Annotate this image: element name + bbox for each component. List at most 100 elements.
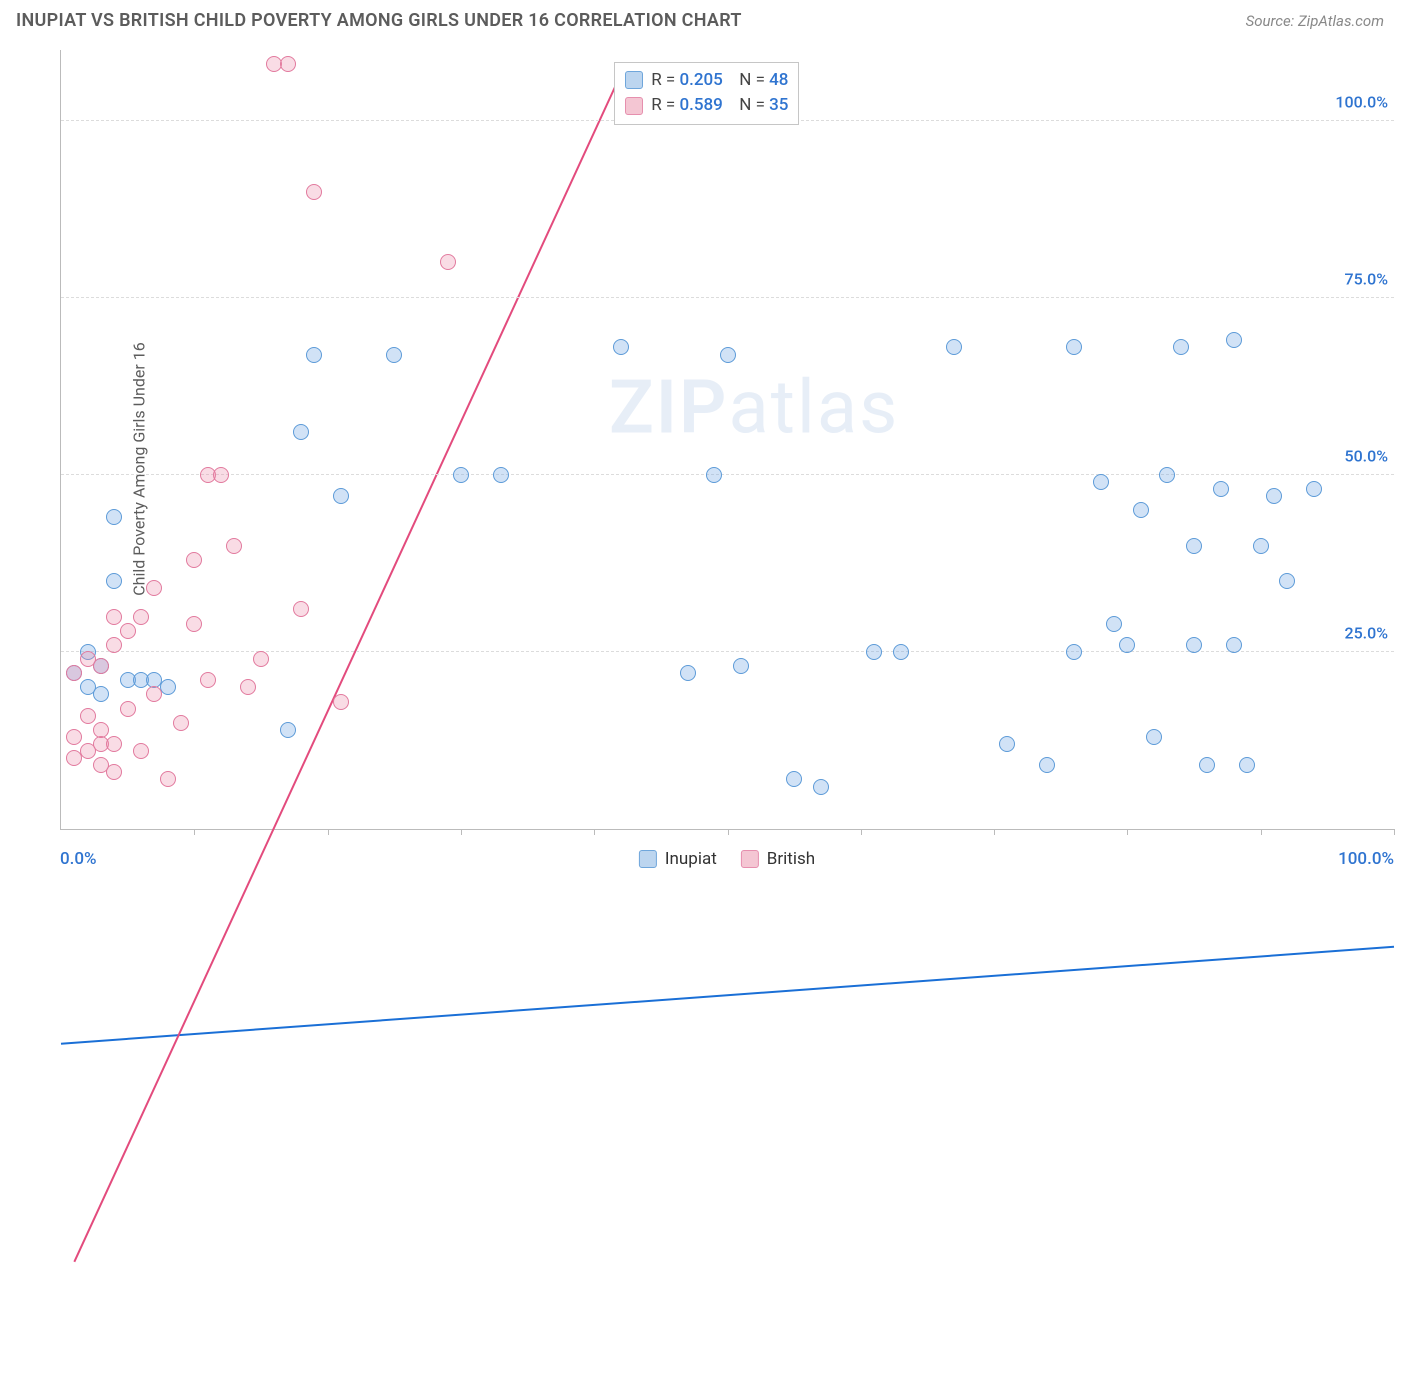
- data-point: [786, 771, 802, 787]
- data-point: [333, 694, 349, 710]
- data-point: [213, 467, 229, 483]
- source-label: Source: ZipAtlas.com: [1246, 12, 1384, 30]
- data-point: [253, 651, 269, 667]
- data-point: [1173, 339, 1189, 355]
- y-tick-label: 75.0%: [1344, 269, 1388, 288]
- data-point: [106, 637, 122, 653]
- x-tick-mark: [1127, 829, 1128, 835]
- stat-r: R = 0.205: [651, 68, 723, 94]
- stats-legend: R = 0.205 N = 48R = 0.589 N = 35: [614, 62, 799, 125]
- trend-line: [74, 74, 621, 1262]
- data-point: [106, 764, 122, 780]
- data-point: [1106, 616, 1122, 632]
- x-tick-mark: [861, 829, 862, 835]
- data-point: [813, 779, 829, 795]
- trend-line: [61, 947, 1394, 1044]
- data-point: [453, 467, 469, 483]
- data-point: [1213, 481, 1229, 497]
- data-point: [720, 347, 736, 363]
- data-point: [1226, 332, 1242, 348]
- data-point: [1039, 757, 1055, 773]
- y-tick-label: 100.0%: [1335, 92, 1388, 111]
- legend-item: Inupiat: [639, 849, 717, 869]
- data-point: [106, 736, 122, 752]
- data-point: [1066, 644, 1082, 660]
- x-tick-mark: [194, 829, 195, 835]
- data-point: [1239, 757, 1255, 773]
- data-point: [186, 616, 202, 632]
- data-point: [133, 609, 149, 625]
- data-point: [1226, 637, 1242, 653]
- data-point: [106, 573, 122, 589]
- data-point: [80, 708, 96, 724]
- legend-swatch: [625, 71, 643, 89]
- legend-swatch: [639, 850, 657, 868]
- stat-n: N = 35: [731, 93, 789, 119]
- data-point: [866, 644, 882, 660]
- data-point: [280, 56, 296, 72]
- data-point: [133, 743, 149, 759]
- data-point: [120, 701, 136, 717]
- data-point: [1146, 729, 1162, 745]
- legend-item: British: [741, 849, 815, 869]
- data-point: [200, 672, 216, 688]
- x-min-label: 0.0%: [60, 849, 97, 869]
- chart-title: INUPIAT VS BRITISH CHILD POVERTY AMONG G…: [16, 10, 742, 31]
- data-point: [146, 686, 162, 702]
- data-point: [293, 601, 309, 617]
- trend-lines: [61, 50, 1394, 1383]
- data-point: [160, 771, 176, 787]
- data-point: [1133, 502, 1149, 518]
- stats-row: R = 0.205 N = 48: [625, 68, 788, 94]
- data-point: [946, 339, 962, 355]
- data-point: [66, 665, 82, 681]
- legend-label: Inupiat: [665, 849, 717, 869]
- data-point: [173, 715, 189, 731]
- x-axis: 0.0% Inupiat British 100.0%: [60, 846, 1394, 872]
- data-point: [733, 658, 749, 674]
- data-point: [93, 686, 109, 702]
- data-point: [706, 467, 722, 483]
- data-point: [146, 580, 162, 596]
- data-point: [226, 538, 242, 554]
- x-tick-mark: [328, 829, 329, 835]
- x-max-label: 100.0%: [1338, 849, 1394, 869]
- legend-label: British: [767, 849, 815, 869]
- data-point: [66, 729, 82, 745]
- y-tick-label: 50.0%: [1344, 446, 1388, 465]
- data-point: [386, 347, 402, 363]
- data-point: [93, 722, 109, 738]
- data-point: [1199, 757, 1215, 773]
- data-point: [93, 658, 109, 674]
- data-point: [306, 347, 322, 363]
- data-point: [1266, 488, 1282, 504]
- data-point: [106, 509, 122, 525]
- x-tick-mark: [1261, 829, 1262, 835]
- data-point: [240, 679, 256, 695]
- x-tick-mark: [594, 829, 595, 835]
- data-point: [613, 339, 629, 355]
- legend-swatch: [741, 850, 759, 868]
- data-point: [186, 552, 202, 568]
- data-point: [106, 609, 122, 625]
- data-point: [1159, 467, 1175, 483]
- stats-row: R = 0.589 N = 35: [625, 93, 788, 119]
- plot-region: ZIPatlas 25.0%50.0%75.0%100.0%R = 0.205 …: [60, 50, 1394, 830]
- series-legend: Inupiat British: [639, 849, 815, 869]
- gridline: [61, 297, 1394, 298]
- data-point: [306, 184, 322, 200]
- x-tick-mark: [461, 829, 462, 835]
- chart-area: Child Poverty Among Girls Under 16 ZIPat…: [16, 50, 1400, 888]
- x-tick-mark: [1394, 829, 1395, 835]
- data-point: [1093, 474, 1109, 490]
- gridline: [61, 474, 1394, 475]
- data-point: [120, 623, 136, 639]
- data-point: [1119, 637, 1135, 653]
- data-point: [333, 488, 349, 504]
- legend-swatch: [625, 97, 643, 115]
- x-tick-mark: [728, 829, 729, 835]
- data-point: [1279, 573, 1295, 589]
- data-point: [1066, 339, 1082, 355]
- data-point: [1306, 481, 1322, 497]
- y-tick-label: 25.0%: [1344, 623, 1388, 642]
